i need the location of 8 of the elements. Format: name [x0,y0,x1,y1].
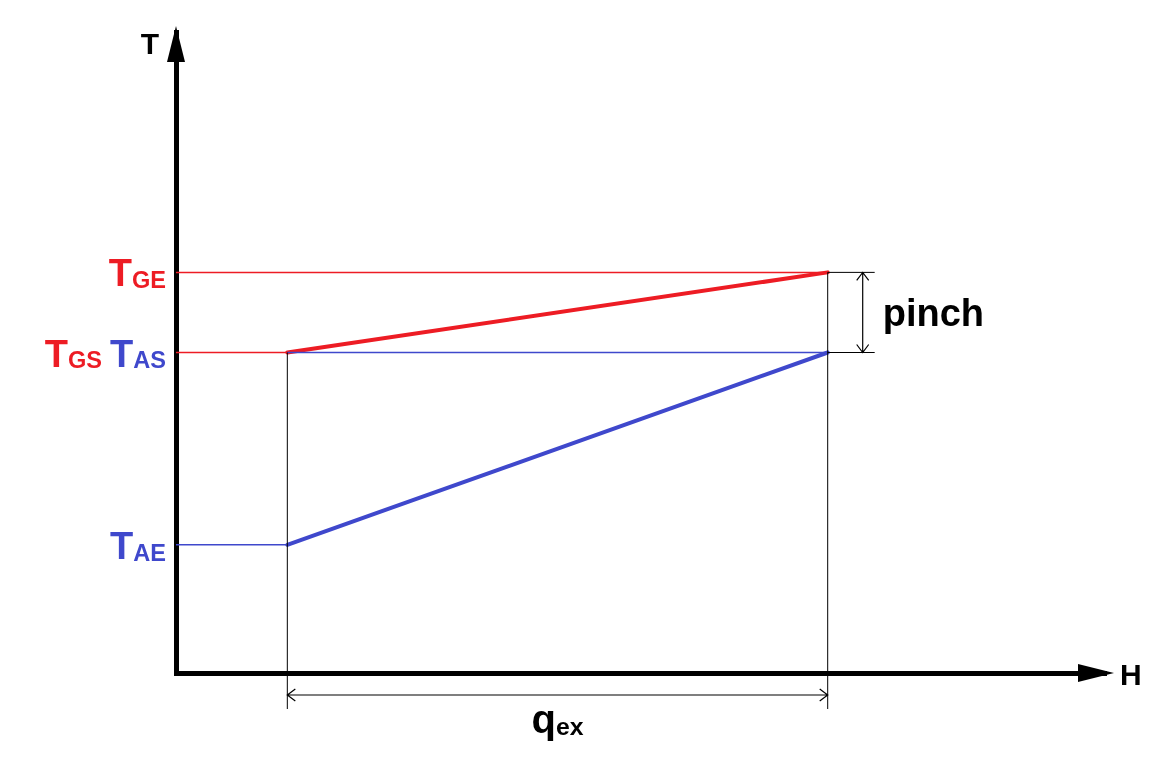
ref-line-label: TAE [110,524,167,567]
text: qex [531,697,584,741]
ref-line-label: TAS [110,332,167,375]
ref-line-label: TGS [44,332,103,375]
ref-line-label: TGE [108,252,167,295]
text: T [140,27,160,60]
annotation: pinch [882,292,985,335]
text: H [1120,658,1142,691]
